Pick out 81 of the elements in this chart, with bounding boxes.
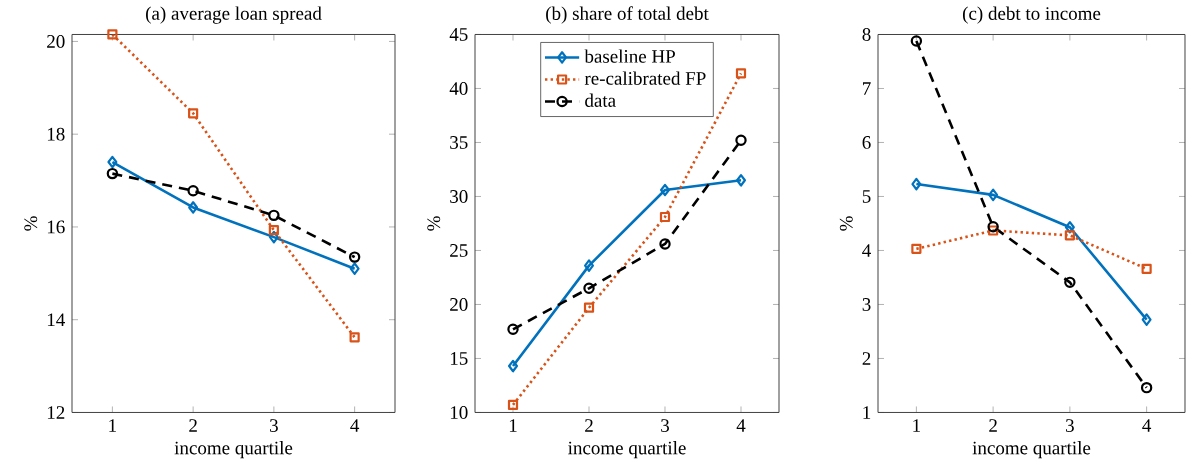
legend-label: baseline HP — [584, 49, 675, 63]
point — [508, 359, 519, 373]
point — [659, 238, 671, 250]
point — [187, 184, 199, 197]
legend-label: data — [585, 93, 616, 107]
point — [268, 230, 279, 244]
y-tick-label: 5 — [862, 189, 871, 203]
x-tick-label: 1 — [509, 418, 517, 432]
x-axis-title: income quartile — [568, 440, 686, 459]
y-tick-label: 6 — [862, 135, 871, 149]
point — [735, 173, 746, 187]
point — [507, 323, 519, 335]
x-tick-label: 1 — [109, 418, 117, 432]
x-tick-label: 1 — [913, 418, 920, 432]
y-tick-label: 15 — [450, 351, 468, 365]
point — [348, 251, 361, 263]
point — [910, 35, 923, 47]
x-tick-label: 2 — [989, 418, 997, 432]
point — [1064, 276, 1076, 288]
point — [659, 211, 671, 222]
point — [583, 302, 595, 313]
y-tick-label: 4 — [862, 243, 871, 257]
point — [188, 200, 199, 214]
y-tick-label: 1 — [863, 405, 871, 419]
y-tick-label: 30 — [450, 189, 468, 203]
y-tick-label: 12 — [47, 405, 65, 419]
point — [1141, 313, 1152, 326]
point — [735, 134, 747, 146]
point — [107, 29, 118, 40]
y-tick-label: 35 — [450, 135, 468, 149]
point — [660, 183, 670, 197]
point — [584, 259, 594, 272]
point — [268, 209, 280, 221]
y-tick-label: 40 — [449, 81, 468, 95]
y-tick-label: 18 — [47, 127, 65, 141]
point — [911, 243, 922, 254]
chart-title: (a) average loan spread — [146, 6, 322, 24]
point — [911, 177, 922, 191]
point — [735, 68, 747, 79]
y-axis-title: % — [24, 215, 38, 231]
y-tick-label: 14 — [47, 313, 65, 326]
point — [1064, 220, 1075, 234]
x-tick-label: 4 — [736, 418, 746, 432]
y-tick-label: 7 — [863, 82, 871, 95]
x-axis-title: income quartile — [972, 440, 1091, 459]
y-tick-label: 2 — [862, 351, 871, 365]
point — [987, 220, 999, 233]
point — [268, 224, 279, 236]
x-tick-label: 4 — [350, 418, 360, 432]
y-tick-label: 20 — [450, 297, 468, 311]
y-axis-title: % — [839, 215, 853, 231]
y-axis-title: % — [427, 215, 441, 231]
point — [1064, 230, 1075, 241]
chart-title: (b) share of total debt — [546, 6, 709, 24]
x-tick-label: 3 — [270, 418, 278, 432]
y-tick-label: 3 — [862, 297, 871, 311]
x-tick-label: 3 — [1066, 418, 1074, 432]
x-tick-label: 4 — [1142, 418, 1152, 432]
y-tick-label: 45 — [449, 27, 468, 41]
point — [1141, 263, 1152, 274]
x-tick-label: 3 — [661, 418, 669, 432]
point — [1140, 381, 1153, 394]
point — [988, 188, 999, 201]
point — [507, 399, 519, 410]
x-tick-label: 2 — [189, 418, 197, 432]
x-axis-title: income quartile — [174, 440, 293, 459]
y-tick-label: 25 — [450, 243, 468, 257]
y-tick-label: 8 — [862, 27, 871, 41]
point — [106, 167, 119, 180]
point — [107, 155, 118, 169]
y-tick-label: 20 — [47, 34, 65, 48]
y-tick-label: 10 — [450, 405, 468, 419]
point — [349, 332, 360, 343]
y-tick-label: 16 — [47, 220, 65, 234]
legend-label: re-calibrated FP — [584, 71, 706, 85]
chart-title: (c) debt to income — [962, 6, 1101, 24]
point — [583, 282, 595, 294]
point — [188, 107, 199, 119]
x-tick-label: 2 — [585, 418, 593, 432]
point — [988, 225, 999, 236]
point — [349, 262, 360, 275]
